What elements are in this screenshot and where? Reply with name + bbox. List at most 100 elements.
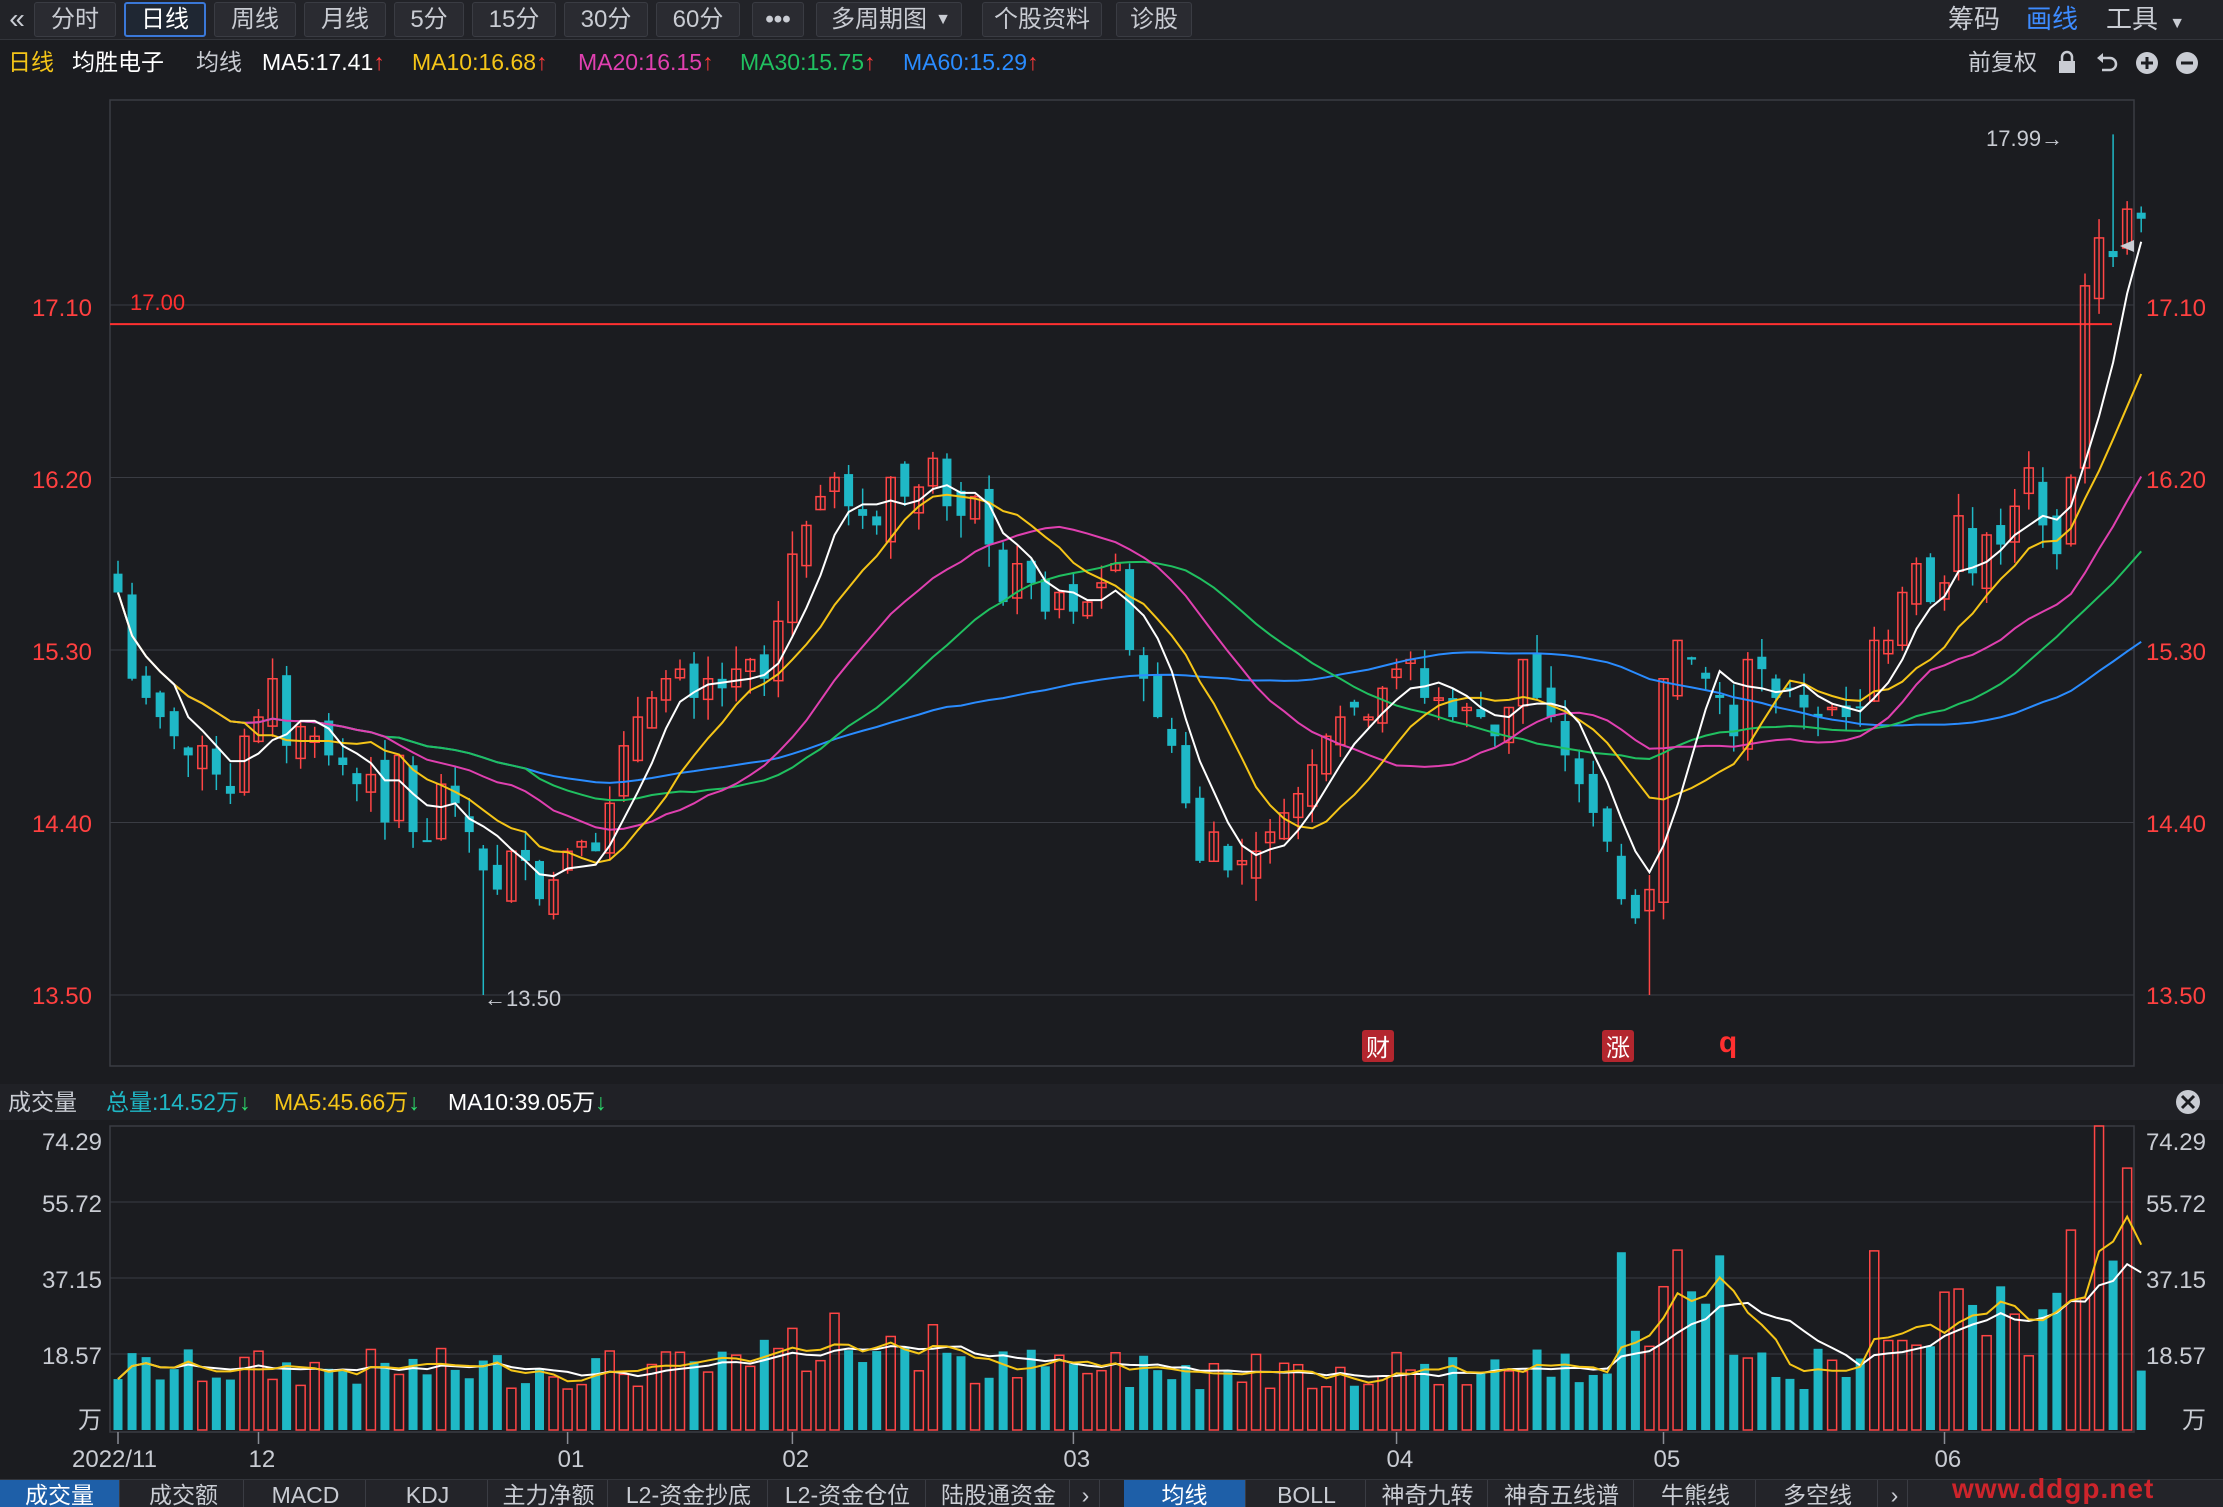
indicator-tab[interactable]: 牛熊线 [1636,1480,1756,1507]
candle-body [464,816,474,833]
volume-bar [548,1376,559,1431]
indicator-tab[interactable]: L2-资金抄底 [610,1480,768,1507]
undo-icon[interactable] [2094,50,2120,76]
diagnosis-button[interactable]: 诊股 [1116,2,1192,37]
date-tick-label: 2022/11 [72,1446,157,1473]
volume-bar [900,1347,910,1430]
multi-period-dropdown[interactable]: 多周期图 ▼ [816,2,962,37]
price-tick-right: 16.20 [2146,467,2206,494]
volume-bar [169,1369,179,1430]
volume-bar [1125,1386,1135,1430]
volume-bar [1335,1366,1346,1431]
candle-body [1153,674,1163,718]
candle-body [1363,716,1374,721]
date-tick-label: 05 [1654,1446,1681,1473]
volume-bar [1630,1330,1640,1430]
volume-ma10-text: MA10:39.05万 [448,1089,596,1115]
period-tab-5min[interactable]: 5分 [394,2,464,37]
candle-body [1672,639,1683,697]
volume-bar [393,1373,405,1431]
period-tab-monthly[interactable]: 月线 [304,2,386,37]
indicator-tab[interactable]: 主力净额 [490,1480,608,1507]
period-tab-daily[interactable]: 日线 [124,2,206,37]
scroll-right-icon[interactable]: › [1882,1480,1908,1507]
date-axis: 2022/11 12 01 02 03 04 05 06 [72,1432,1961,1473]
current-price-pointer-icon [2120,240,2134,252]
date-tick-label: 04 [1387,1446,1414,1473]
volume-bar [969,1382,981,1431]
volume-total: 总量:14.52万↓ [106,1084,250,1120]
period-tab-15min[interactable]: 15分 [472,2,556,37]
period-tab-fenshi[interactable]: 分时 [34,2,116,37]
period-tab-60min[interactable]: 60分 [656,2,740,37]
volume-bar [1040,1366,1050,1430]
price-adjust-button[interactable]: 前复权 [1968,49,2037,75]
kline-chart[interactable]: 17.10 16.20 15.30 14.40 13.50 17.10 16.2… [0,82,2223,1479]
draw-line-button[interactable]: 画线 [2026,4,2079,34]
volume-bar [1742,1357,1754,1431]
candle-body [1968,528,1978,574]
zoom-out-icon[interactable] [2174,50,2200,76]
price-tick-left: 16.20 [32,467,92,494]
indicator-tab[interactable]: L2-资金仓位 [770,1480,926,1507]
indicator-tab[interactable]: KDJ [368,1480,488,1507]
q-marker[interactable]: q [1719,1026,1737,1059]
candle-body [1167,728,1177,746]
indicator-tab[interactable]: 多空线 [1758,1480,1878,1507]
period-tab-30min[interactable]: 30分 [564,2,648,37]
tools-menu[interactable]: 工具 ▼ [2106,2,2185,37]
financial-report-marker[interactable] [1362,1030,1394,1062]
indicator-tab[interactable]: 成交额 [124,1480,244,1507]
close-x-glyph [2180,1094,2196,1110]
volume-axis: 74.29 55.72 37.15 18.57 万 74.29 55.72 37… [42,1129,2206,1434]
period-tab-weekly[interactable]: 周线 [214,2,296,37]
volume-bar [702,1371,714,1431]
indicator-tab[interactable]: BOLL [1248,1480,1366,1507]
candle-body [1082,601,1093,617]
stock-info-button[interactable]: 个股资料 [982,2,1102,37]
candle-body [183,747,193,756]
candle-body [1264,831,1276,844]
volume-bar [942,1352,952,1430]
indicator-tab[interactable]: 神奇九转 [1368,1480,1488,1507]
lock-icon[interactable] [2054,50,2080,76]
candle-body [1503,706,1515,744]
down-arrow-icon: ↓ [238,1089,251,1115]
candle-body [956,490,966,516]
zoom-in-icon[interactable] [2134,50,2160,76]
candle-body [1236,860,1248,866]
volume-bar [1503,1370,1515,1431]
candle-body [1448,698,1458,718]
indicator-tab[interactable]: 成交量 [0,1480,120,1507]
candle-body [1630,894,1640,919]
price-panel-frame [109,99,2135,1067]
volume-bar [576,1383,587,1431]
candle-body [155,692,165,718]
indicator-tab[interactable]: MACD [246,1480,366,1507]
more-periods-button[interactable]: ••• [752,2,804,37]
volume-bar [492,1355,502,1430]
chip-distribution-button[interactable]: 筹码 [1948,4,2001,34]
volume-bar [1701,1303,1711,1430]
volume-bar [1391,1351,1402,1431]
ma30-line [117,550,2142,802]
indicator-tab[interactable]: 陆股通资金 [928,1480,1070,1507]
volume-bar [1377,1375,1388,1431]
candle-body [618,745,630,797]
volume-bar [885,1335,896,1431]
volume-bar [717,1351,727,1430]
candle-body [380,759,390,823]
price-tick-left: 13.50 [32,983,92,1010]
volume-ma10-line [117,1262,2142,1380]
double-chevron-left-icon[interactable]: « [9,3,25,34]
volume-bar [730,1354,742,1431]
candle-body [1195,797,1205,861]
down-arrow-icon: ↓ [595,1089,607,1115]
price-tick-right: 15.30 [2146,639,2206,666]
scroll-right-icon[interactable]: › [1072,1480,1100,1507]
indicator-tab[interactable]: 均线 [1124,1480,1246,1507]
volume-bar [183,1349,193,1430]
limit-up-marker[interactable] [1602,1030,1634,1062]
indicator-tab[interactable]: 神奇五线谱 [1490,1480,1634,1507]
candle-body [1799,694,1809,708]
